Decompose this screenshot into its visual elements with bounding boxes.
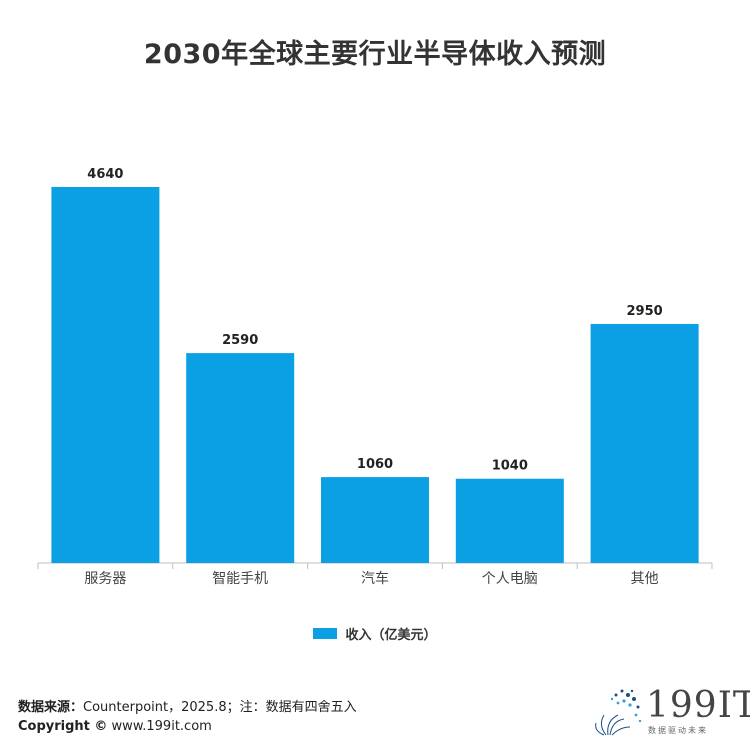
x-tick-label: 智能手机 [212,571,268,587]
legend: 收入（亿美元） [0,624,750,643]
bar [51,187,160,563]
x-tick-label: 服务器 [84,571,126,587]
chart-title: 2030年全球主要行业半导体收入预测 [143,39,607,70]
copyright-note: Copyright © www.199it.com [18,719,212,734]
x-tick-label: 汽车 [361,570,389,587]
bar [321,477,429,563]
brand-logo: 199IT 数据驱动未来 [588,685,750,740]
legend-label: 收入（亿美元） [345,628,437,643]
source-text: Counterpoint，2025.8；注：数据有四舍五入 [83,700,357,715]
bar [590,323,699,563]
source-label: 数据来源： [18,700,84,715]
data-label: 2950 [627,304,663,319]
legend-swatch [313,628,338,639]
logo-text: 199IT [646,685,750,726]
copyright-label: Copyright © [18,719,108,734]
bar [455,478,564,563]
logo-slogan: 数据驱动未来 [648,726,708,735]
copyright-url: www.199it.com [107,719,212,734]
data-label: 1040 [492,459,528,474]
data-label: 1060 [357,457,393,472]
data-label: 4640 [87,167,123,182]
source-note: 数据来源：Counterpoint，2025.8；注：数据有四舍五入 [18,696,357,715]
bar [186,353,295,563]
data-label: 2590 [222,333,258,348]
x-tick-label: 个人电脑 [482,571,538,587]
logo-burst-icon [595,689,642,736]
x-tick-label: 其他 [631,571,659,587]
